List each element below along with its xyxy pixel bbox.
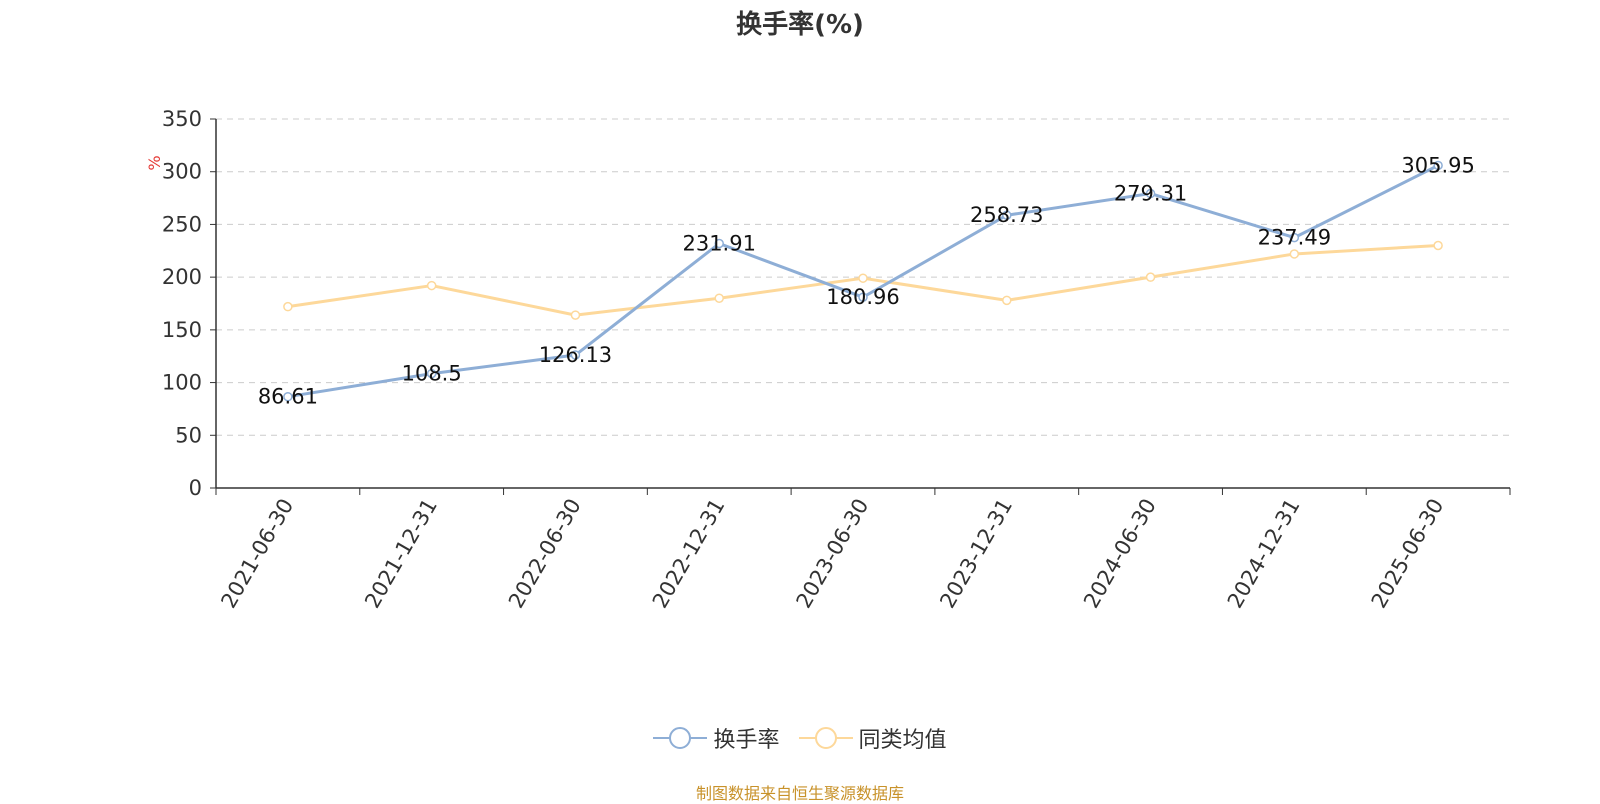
data-point-turnover <box>1145 188 1156 199</box>
data-label: 126.13 <box>539 343 612 367</box>
data-point-turnover <box>714 238 724 249</box>
data-point-peer-average <box>858 273 868 283</box>
x-tick-label: 2022-12-31 <box>648 495 730 613</box>
data-label: 305.95 <box>1401 153 1474 177</box>
x-tick-label: 2023-12-31 <box>935 495 1017 613</box>
y-tick-label: 250 <box>162 212 202 236</box>
data-point-peer-average <box>1289 249 1300 259</box>
y-tick-label: 150 <box>162 318 202 342</box>
y-axis-unit-label: % <box>145 155 164 170</box>
data-point-turnover <box>283 391 293 402</box>
data-point-peer-average <box>570 310 581 320</box>
y-tick-label: 350 <box>162 107 202 131</box>
data-point-peer-average <box>1002 295 1012 306</box>
source-note: 制图数据来自恒生聚源数据库 <box>695 784 904 803</box>
x-tick-label: 2022-06-30 <box>504 495 586 613</box>
legend: 换手率 同类均值 <box>0 722 1600 757</box>
legend-line-circle-icon <box>653 727 708 749</box>
data-point-turnover <box>858 292 868 302</box>
data-point-peer-average <box>1145 272 1156 282</box>
data-label: 180.96 <box>826 285 899 309</box>
x-tick-label: 2023-06-30 <box>792 495 874 613</box>
legend-label-turnover: 换手率 <box>713 728 780 753</box>
legend-item-turnover[interactable]: 换手率 <box>653 722 780 754</box>
data-point-turnover <box>570 350 581 360</box>
y-tick-label: 200 <box>162 265 202 289</box>
data-label: 231.91 <box>682 232 755 256</box>
data-point-turnover <box>426 368 437 379</box>
x-tick-label: 2024-06-30 <box>1079 495 1161 613</box>
series-layer <box>283 160 1443 402</box>
grid-layer <box>216 118 1510 436</box>
axis-layer: 0 50 100 150 200 250 300 350 2021-06-30 2021-12-3… <box>162 107 1511 613</box>
x-tick-label: 2021-12-31 <box>360 495 442 613</box>
x-tick-label: 2025-06-30 <box>1367 495 1449 613</box>
data-point-turnover <box>1289 232 1300 243</box>
data-point-peer-average <box>714 293 724 303</box>
y-tick-label: 100 <box>162 371 202 395</box>
legend-label-peer-average: 同类均值 <box>858 728 947 753</box>
data-label: 279.31 <box>1114 182 1187 206</box>
data-point-peer-average <box>1433 240 1443 251</box>
data-label: 258.73 <box>970 203 1043 227</box>
data-label: 237.49 <box>1258 226 1331 250</box>
y-tick-label: 300 <box>162 160 202 184</box>
chart-title: 换手率(%) <box>736 10 864 40</box>
legend-item-peer-average[interactable]: 同类均值 <box>798 722 947 754</box>
y-tick-label: 0 <box>189 476 202 500</box>
legend-line-circle-icon <box>798 727 853 749</box>
x-tick-label: 2024-12-31 <box>1223 495 1305 613</box>
data-label-layer: 86.61 108.5 126.13 231.91 180.96 258.73 279.31… <box>258 153 1475 408</box>
data-point-turnover <box>1433 160 1443 171</box>
x-tick-label: 2021-06-30 <box>216 495 298 613</box>
y-tick-label: 50 <box>175 423 202 447</box>
data-point-peer-average <box>283 301 293 312</box>
data-point-turnover <box>1002 210 1012 220</box>
data-label: 108.5 <box>402 362 462 386</box>
data-label: 86.61 <box>258 385 318 409</box>
data-point-peer-average <box>426 280 437 291</box>
